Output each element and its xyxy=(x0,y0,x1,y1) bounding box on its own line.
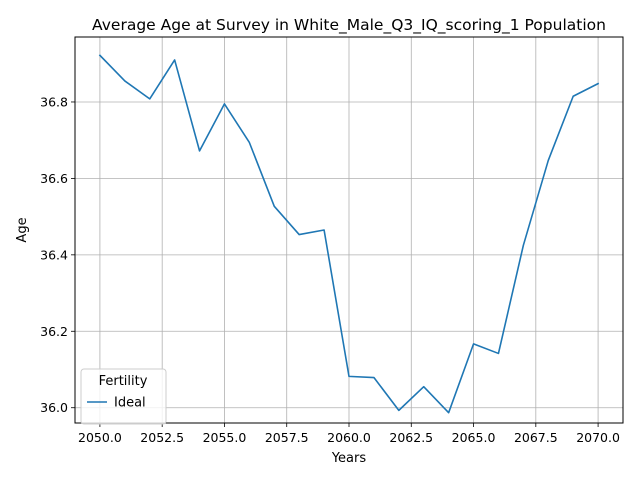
x-tick-label: 2050.0 xyxy=(78,430,122,445)
x-tick-label: 2057.5 xyxy=(265,430,309,445)
x-tick-label: 2052.5 xyxy=(140,430,184,445)
x-tick-label: 2060.0 xyxy=(327,430,371,445)
series-layer xyxy=(98,54,600,414)
y-tick-label: 36.6 xyxy=(40,171,68,186)
series-line-ideal xyxy=(98,54,600,414)
axis-ticks: 2050.0 2052.5 2055.0 2057.5 2060.0 2062.5 2065… xyxy=(40,94,620,445)
legend: Fertility Ideal xyxy=(80,368,167,425)
y-tick-label: 36.0 xyxy=(40,400,68,415)
grid xyxy=(75,37,623,423)
x-tick-label: 2055.0 xyxy=(203,430,247,445)
y-tick-label: 36.8 xyxy=(40,94,68,109)
legend-box xyxy=(80,368,167,425)
x-tick-label: 2062.5 xyxy=(389,430,433,445)
legend-title: Fertility xyxy=(99,374,148,389)
x-axis-label: Years xyxy=(331,451,367,466)
x-tick-label: 2070.0 xyxy=(576,430,620,445)
x-tick-label: 2067.5 xyxy=(514,430,558,445)
legend-label-ideal: Ideal xyxy=(114,396,146,411)
y-tick-label: 36.4 xyxy=(40,247,68,262)
y-tick-label: 36.2 xyxy=(40,324,68,339)
chart-title: Average Age at Survey in White_Male_Q3_I… xyxy=(92,16,606,35)
x-tick-label: 2065.0 xyxy=(452,430,496,445)
y-axis-label: Age xyxy=(15,217,30,242)
